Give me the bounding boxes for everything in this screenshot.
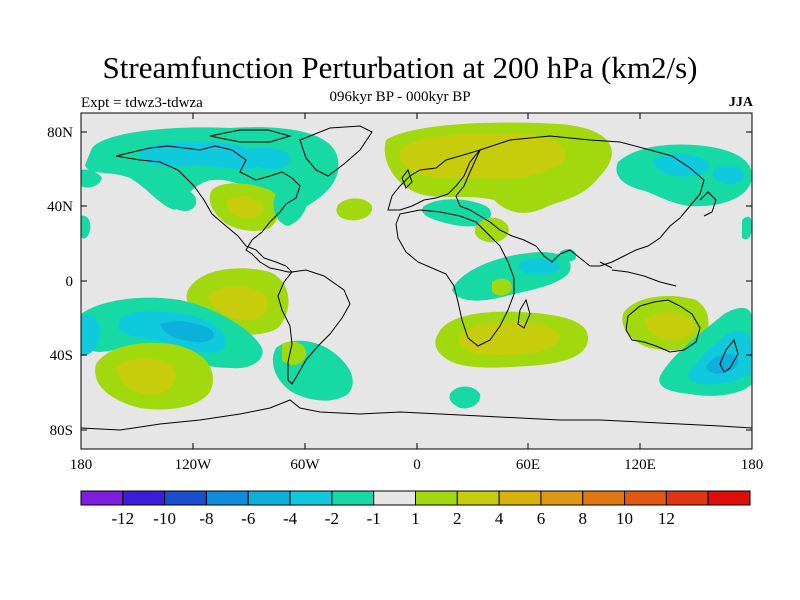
colorbar-label: 4 [495, 509, 504, 528]
contour-eurasia-pos2 [399, 133, 566, 179]
colorbar-label: 2 [453, 509, 462, 528]
colorbar-swatch [415, 490, 458, 506]
contour-us-pos2 [226, 196, 263, 219]
colorbar-swatch [247, 490, 291, 506]
colorbar-label: 12 [658, 509, 675, 528]
coastline-japan [699, 191, 717, 217]
coastline-layer [81, 125, 752, 431]
colorbar-label: -8 [199, 509, 213, 528]
x-tick-label: 60W [290, 457, 320, 473]
axis-ticks [80, 113, 753, 449]
contour-alaska-neg [246, 147, 291, 170]
colorbar-swatch [331, 490, 375, 506]
experiment-label: Expt = tdwz3-tdwza [81, 95, 203, 111]
contour-australia-pos2 [644, 312, 694, 340]
colorbar-swatch [373, 490, 417, 506]
colorbar-swatch [289, 490, 333, 506]
contour-atlantic-pos [336, 198, 373, 221]
coastline-antarctica [81, 399, 752, 431]
coastline-africa [395, 209, 515, 347]
contour-west-atlantic-neg [273, 187, 307, 226]
colorbar-label: -10 [153, 509, 176, 528]
x-tick-label: 0 [413, 457, 421, 473]
colorbar-swatch [582, 490, 626, 506]
colorbar-label: 8 [579, 509, 588, 528]
coastline-greenland [299, 125, 373, 177]
colorbar-label: -12 [111, 509, 134, 528]
contour-fill-layer [81, 122, 752, 410]
contour-east-pacific-neg [172, 190, 197, 211]
contour-africa-neg2 [518, 258, 560, 275]
coastline-indonesia [599, 261, 677, 287]
contour-southwest-pacific-neg [81, 314, 100, 356]
colorbar-label: 1 [411, 509, 420, 528]
x-tick-label: 180 [70, 457, 93, 473]
contour-west-pacific-neg [742, 216, 752, 240]
x-tick-label: 180 [741, 457, 764, 473]
y-tick-label: 80S [50, 423, 73, 439]
colorbar-swatch [456, 490, 500, 506]
contour-dateline-left-top [81, 169, 102, 188]
colorbar-label: 6 [537, 509, 546, 528]
contour-patagonia-pos [282, 341, 307, 365]
chart-title: Streamfunction Perturbation at 200 hPa (… [102, 50, 698, 85]
contour-south-pacific-pos2 [208, 286, 269, 321]
y-tick-label: 0 [66, 274, 74, 290]
colorbar-swatch [540, 490, 584, 506]
contour-east-asia-neg3 [712, 165, 744, 184]
x-tick-label: 120E [624, 457, 656, 473]
colorbar-swatch [205, 490, 249, 506]
chart-subtitle: 096kyr BP - 000kyr BP [329, 89, 471, 105]
colorbar-swatch [498, 490, 542, 506]
colorbar-swatch [707, 490, 751, 506]
x-tick-label: 60E [516, 457, 540, 473]
y-tick-label: 80N [47, 125, 73, 141]
colorbar-labels: -12 -10 -8 -6 -4 -2 -1 1 2 4 6 8 10 12 [111, 509, 674, 528]
contour-africa-pos-small [492, 278, 512, 296]
contour-east-asia-neg2 [652, 154, 710, 177]
colorbar-swatch [164, 490, 207, 506]
y-tick-label: 40S [50, 348, 73, 364]
colorbar-label: 10 [616, 509, 633, 528]
colorbar-swatch [80, 490, 124, 506]
contour-tasman-neg3 [706, 353, 739, 374]
contour-dateline-left-neg [81, 215, 91, 239]
coastline-asia [455, 135, 705, 267]
coastline-south-america [277, 269, 351, 385]
contour-mediterranean-neg [422, 199, 491, 227]
colorbar-label: -4 [283, 509, 298, 528]
colorbar-label: -6 [241, 509, 255, 528]
colorbar-swatch [624, 490, 667, 506]
x-tick-label: 120W [175, 457, 213, 473]
colorbar-swatch [665, 490, 709, 506]
contour-arabia-pos [474, 217, 509, 243]
contour-south-pacific-neg3 [160, 321, 214, 343]
contour-north-america-neg2 [140, 141, 262, 170]
coastline-australia [625, 299, 701, 353]
coastline-europe [387, 149, 482, 211]
coastline-north-america [115, 145, 301, 273]
coastline-arctic-islands [209, 129, 292, 143]
colorbar [80, 490, 751, 506]
y-tick-label: 40N [47, 199, 73, 215]
colorbar-swatch [122, 490, 166, 506]
colorbar-label: -1 [367, 509, 381, 528]
coastline-new-zealand [719, 338, 739, 373]
coastline-madagascar [517, 298, 531, 329]
colorbar-label: -2 [325, 509, 339, 528]
contour-southern-ocean-neg [449, 386, 481, 409]
contour-south-atlantic-pos2 [458, 322, 560, 356]
coastline-uk [401, 168, 413, 189]
season-label: JJA [728, 95, 753, 110]
contour-south-pacific-pos4 [116, 358, 177, 395]
